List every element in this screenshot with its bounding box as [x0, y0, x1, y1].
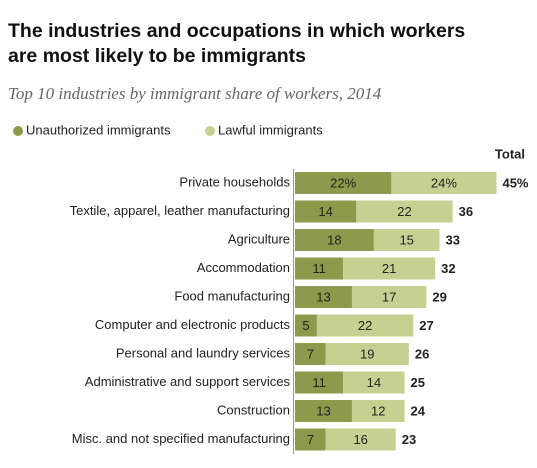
legend-label: Unauthorized immigrants: [26, 122, 171, 137]
legend-swatch: [13, 126, 23, 136]
value-label: 15: [399, 232, 413, 247]
bar-segment: [316, 314, 414, 337]
bar-segment: [325, 428, 396, 451]
category-label: Personal and laundry services: [116, 345, 291, 360]
bar-segment: [295, 343, 326, 365]
bar-segment: [351, 400, 405, 422]
value-label: 12: [371, 403, 385, 418]
bar-segment: [391, 172, 497, 194]
value-label: 24%: [431, 175, 457, 190]
value-label: 14: [318, 204, 332, 219]
value-label: 7: [307, 346, 314, 361]
value-label: 22%: [330, 175, 356, 190]
category-label: Agriculture: [228, 231, 290, 246]
legend-label: Lawful immigrants: [218, 122, 323, 137]
bar-segment: [295, 172, 392, 194]
category-label: Textile, apparel, leather manufacturing: [70, 203, 290, 218]
chart-title: The industries and occupations in which …: [8, 20, 465, 42]
legend-swatch: [205, 126, 215, 136]
value-label: 11: [312, 261, 326, 276]
category-label: Construction: [217, 402, 290, 417]
category-label: Misc. and not specified manufacturing: [72, 431, 290, 446]
total-label: 45%: [502, 175, 528, 190]
bar-segment: [295, 229, 374, 251]
total-label: 23: [402, 432, 416, 447]
value-label: 13: [316, 403, 330, 418]
chart-title: are most likely to be immigrants: [8, 45, 306, 67]
total-label: 33: [446, 232, 460, 247]
category-label: Food manufacturing: [174, 288, 290, 303]
value-label: 18: [327, 232, 341, 247]
bar-segment: [295, 371, 344, 394]
bar-segment: [351, 286, 427, 308]
category-label: Accommodation: [197, 260, 290, 275]
bar-segment: [295, 286, 352, 308]
value-label: 21: [382, 261, 396, 276]
value-label: 17: [382, 289, 396, 304]
total-label: 25: [411, 375, 425, 390]
total-label: 27: [419, 318, 433, 333]
value-label: 16: [353, 432, 367, 447]
total-label: 24: [411, 403, 426, 418]
total-label: 29: [432, 289, 446, 304]
bar-segment: [373, 229, 440, 251]
chart-subtitle: Top 10 industries by immigrant share of …: [8, 84, 382, 103]
bar-segment: [295, 257, 344, 280]
bar-segment: [295, 314, 317, 337]
category-label: Computer and electronic products: [95, 317, 291, 332]
bar-segment: [343, 371, 405, 394]
bar-segment: [295, 400, 352, 422]
bar-segment: [343, 257, 436, 280]
value-label: 14: [367, 375, 381, 390]
value-label: 13: [316, 289, 330, 304]
total-label: 26: [415, 346, 429, 361]
bar-segment: [295, 200, 357, 223]
bar-segment: [325, 343, 409, 365]
total-header: Total: [495, 146, 525, 161]
category-label: Private households: [179, 174, 290, 189]
value-label: 11: [312, 375, 326, 390]
category-label: Administrative and support services: [85, 374, 291, 389]
value-label: 7: [307, 432, 314, 447]
bar-segment: [356, 200, 453, 223]
value-label: 19: [360, 346, 374, 361]
value-label: 22: [358, 318, 372, 333]
value-label: 5: [302, 318, 309, 333]
total-label: 32: [441, 261, 455, 276]
value-label: 22: [397, 204, 411, 219]
total-label: 36: [459, 204, 473, 219]
bar-segment: [295, 428, 326, 451]
